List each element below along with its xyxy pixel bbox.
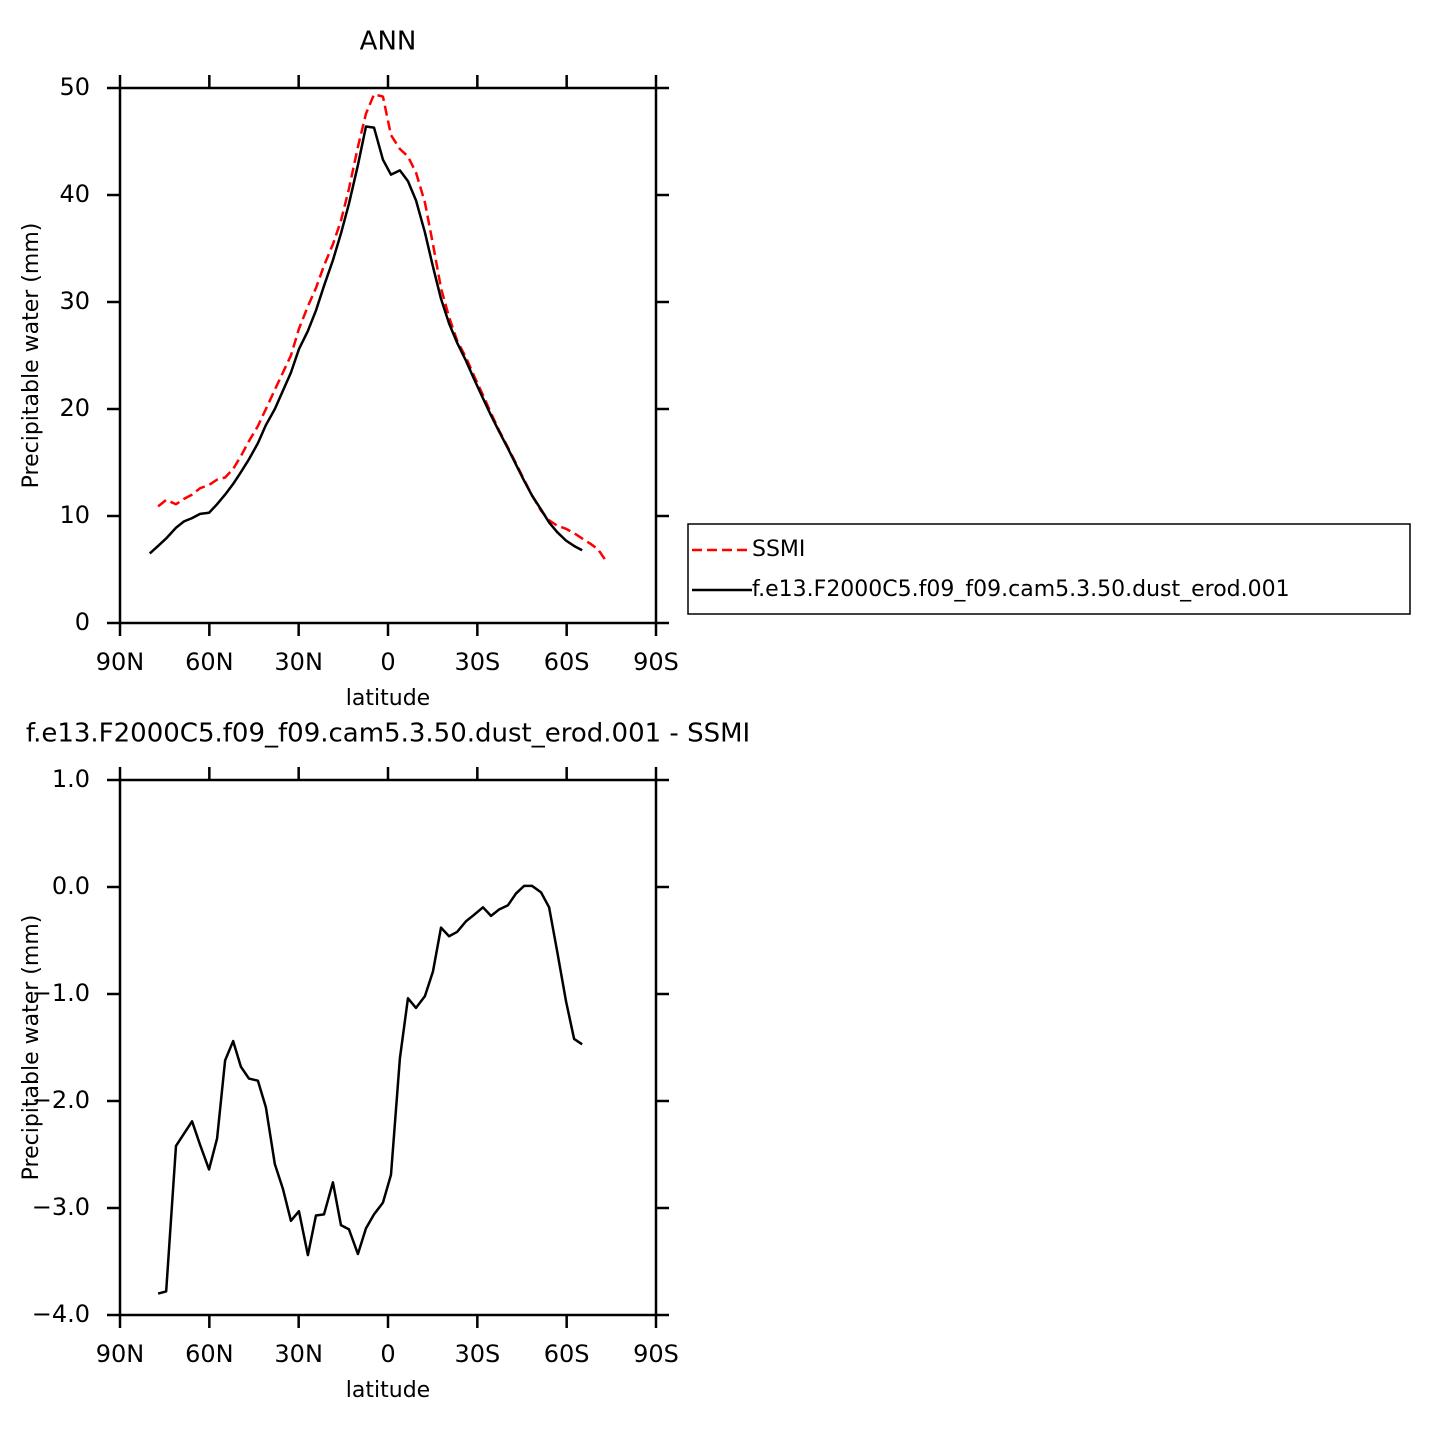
y-tick-label: 0 bbox=[75, 608, 90, 636]
x-tick-label: 60N bbox=[185, 648, 234, 676]
data-line bbox=[148, 125, 583, 555]
data-line bbox=[157, 93, 608, 562]
x-tick-label: 0 bbox=[380, 648, 395, 676]
chart-title: f.e13.F2000C5.f09_f09.cam5.3.50.dust_ero… bbox=[26, 719, 750, 749]
x-tick-label: 90N bbox=[96, 1340, 145, 1368]
y-axis-label: Precipitable water (mm) bbox=[19, 915, 44, 1181]
y-tick-label: 10 bbox=[59, 501, 90, 529]
legend-box bbox=[687, 523, 1411, 615]
legend-label: f.e13.F2000C5.f09_f09.cam5.3.50.dust_ero… bbox=[752, 577, 1290, 602]
chart-title: ANN bbox=[360, 27, 417, 57]
x-tick-label: 30S bbox=[454, 648, 500, 676]
y-tick-label: −1.0 bbox=[32, 979, 90, 1007]
legend-label: SSMI bbox=[752, 537, 805, 562]
y-tick-label: 0.0 bbox=[52, 872, 90, 900]
x-tick-label: 30N bbox=[274, 1340, 323, 1368]
y-tick-label: 1.0 bbox=[52, 765, 90, 793]
x-tick-label: 30N bbox=[274, 648, 323, 676]
x-tick-label: 60S bbox=[544, 648, 590, 676]
y-tick-label: 50 bbox=[59, 73, 90, 101]
x-tick-label: 60N bbox=[185, 1340, 234, 1368]
y-tick-label: 20 bbox=[59, 394, 90, 422]
y-tick-label: −2.0 bbox=[32, 1086, 90, 1114]
x-axis-label: latitude bbox=[346, 686, 430, 711]
y-tick-label: −4.0 bbox=[32, 1300, 90, 1328]
x-axis-label: latitude bbox=[346, 1378, 430, 1403]
y-axis-label: Precipitable water (mm) bbox=[19, 223, 44, 489]
x-tick-label: 30S bbox=[454, 1340, 500, 1368]
x-tick-label: 90N bbox=[96, 648, 145, 676]
x-tick-label: 60S bbox=[544, 1340, 590, 1368]
y-tick-label: −3.0 bbox=[32, 1193, 90, 1221]
y-tick-label: 40 bbox=[59, 180, 90, 208]
data-line bbox=[157, 884, 583, 1295]
x-tick-label: 0 bbox=[380, 1340, 395, 1368]
plot-frame bbox=[118, 778, 658, 1317]
x-tick-label: 90S bbox=[633, 1340, 679, 1368]
y-tick-label: 30 bbox=[59, 287, 90, 315]
x-tick-label: 90S bbox=[633, 648, 679, 676]
